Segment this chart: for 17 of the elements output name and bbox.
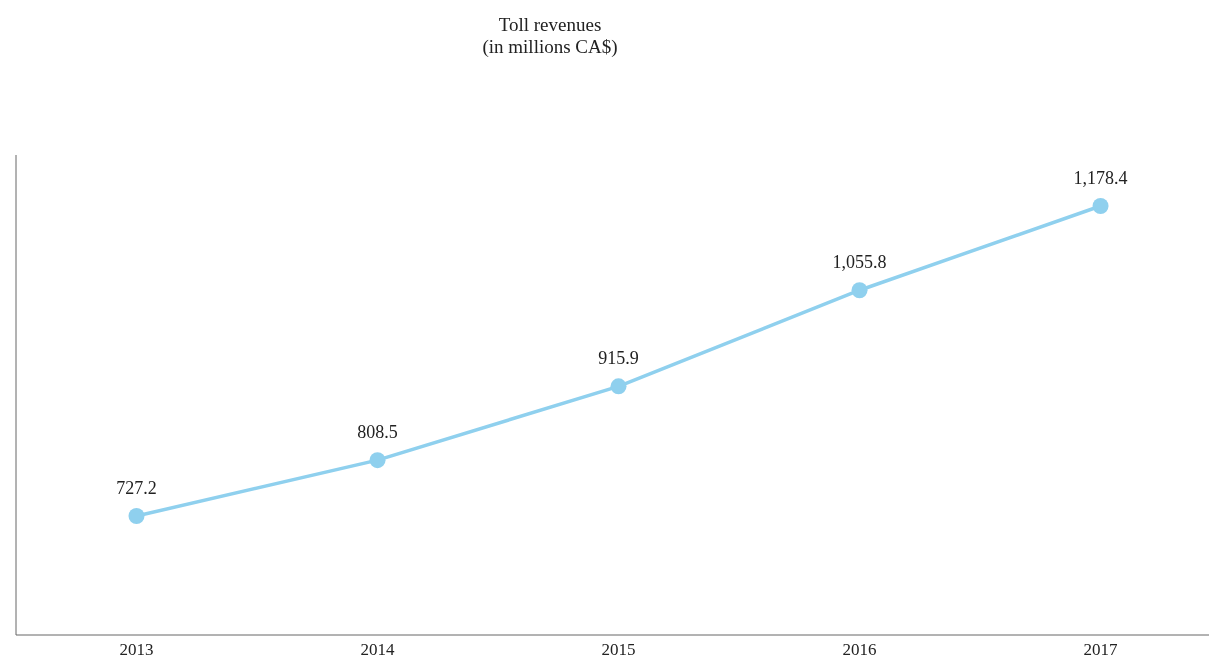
point (851, 282, 868, 299)
data-label: 808.5 (357, 422, 398, 443)
point (369, 452, 386, 469)
x-tick-label: 2016 (842, 640, 877, 660)
x-tick-label: 2017 (1083, 640, 1119, 660)
x-tick-label: 2013 (119, 640, 154, 660)
data-label: 727.2 (116, 478, 157, 498)
chart-subtitle: (in millions CA$) (481, 36, 619, 58)
chart-title: Toll revenues (497, 14, 603, 36)
data-label: 1,178.4 (1073, 168, 1128, 188)
x-tick-label: 2014 (360, 640, 396, 660)
point (610, 378, 627, 395)
point (1092, 198, 1109, 214)
point (128, 508, 145, 524)
data-label: 1,055.8 (832, 252, 887, 273)
x-tick-label: 2015 (601, 640, 636, 660)
data-label: 915.9 (598, 348, 639, 369)
